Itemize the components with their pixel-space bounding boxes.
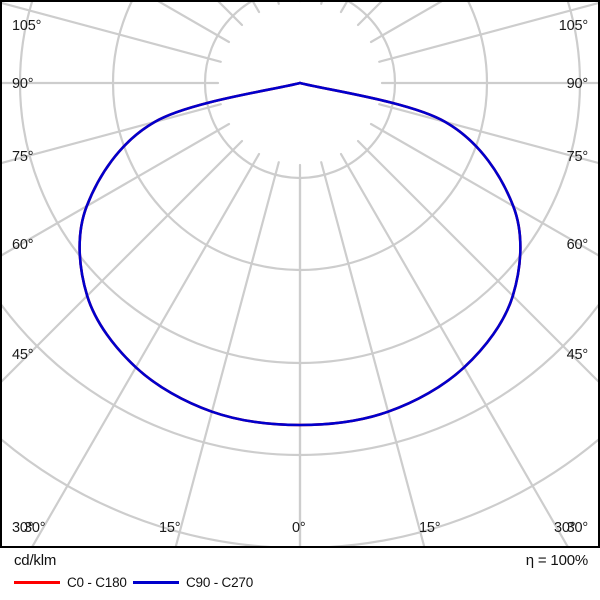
polar-grid [2, 2, 598, 546]
axis-label-right-1: 90° [566, 76, 589, 92]
legend-item-c90-c270: C90 - C270 [133, 573, 253, 591]
efficiency-label: η = 100% [525, 552, 588, 569]
axis-label-left-4: 45° [12, 347, 34, 363]
curve-c90-c270 [78, 81, 522, 427]
unit-label: cd/klm [14, 552, 57, 569]
axis-label-bottom-1: 0° [292, 520, 306, 536]
legend-label-c90-c270: C90 - C270 [186, 574, 254, 590]
axis-label-left-1: 90° [12, 76, 34, 92]
axis-label-left-2: 75° [12, 149, 34, 165]
legend-item-c0-c180: C0 - C180 [14, 573, 127, 591]
axis-label-bottom-3: 30° [24, 520, 46, 536]
polar-grid-and-curves [2, 2, 598, 546]
distribution-curves [78, 81, 522, 427]
axis-label-left-3: 60° [12, 237, 34, 253]
plot-frame: 105° 90° 75° 60° 45° 30° 105° 90° 75° 60° 45° 30° … [0, 0, 600, 548]
axis-label-right-3: 60° [566, 237, 589, 253]
legend-swatch-c0-c180 [14, 580, 60, 584]
axis-label-left-5: 30° [12, 520, 34, 536]
legend-swatch-c90-c270 [133, 580, 179, 584]
axis-label-bottom-2: 15° [419, 520, 441, 536]
axis-label-bottom-0: 15° [159, 520, 181, 536]
axis-label-right-2: 75° [566, 149, 589, 165]
axis-label-left-0: 105° [12, 18, 42, 34]
axis-label-right-0: 105° [558, 18, 588, 34]
axis-label-bottom-4: 30° [554, 520, 576, 536]
legend-area [0, 548, 600, 600]
legend-label-c0-c180: C0 - C180 [67, 574, 127, 590]
axis-label-right-4: 45° [566, 347, 589, 363]
axis-label-right-5: 30° [566, 520, 589, 536]
